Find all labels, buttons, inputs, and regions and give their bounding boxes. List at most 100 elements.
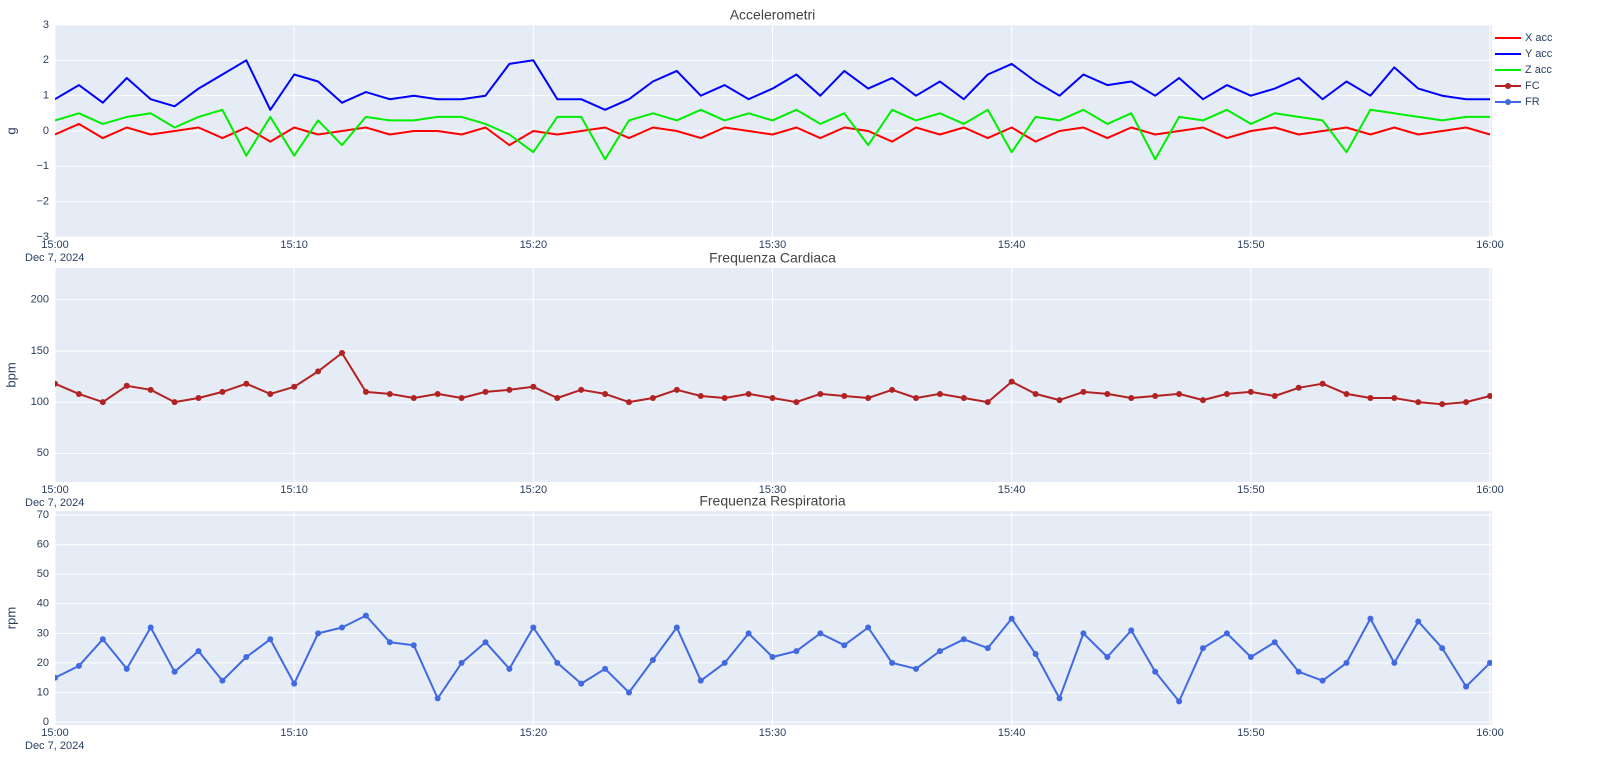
data-point xyxy=(913,395,919,402)
legend-marker xyxy=(1505,83,1511,89)
x-tick-label: 15:30 xyxy=(759,484,787,496)
x-tick-label: 16:00 xyxy=(1476,727,1504,739)
data-point xyxy=(769,654,776,661)
y-tick-label: −1 xyxy=(36,160,49,172)
data-point xyxy=(315,368,322,375)
data-point xyxy=(649,395,656,402)
data-point xyxy=(1343,659,1350,666)
data-point xyxy=(1415,399,1422,406)
data-point xyxy=(889,386,896,393)
data-point xyxy=(721,395,728,402)
legend-label: Y acc xyxy=(1525,48,1553,60)
data-point xyxy=(1200,645,1206,652)
y-tick-label: −3 xyxy=(36,231,49,243)
y-tick-label: 0 xyxy=(43,716,49,728)
data-point xyxy=(1080,388,1087,395)
legend-label: X acc xyxy=(1525,32,1553,44)
data-point xyxy=(243,380,250,387)
data-point xyxy=(602,390,609,397)
data-point xyxy=(339,349,345,356)
data-point xyxy=(147,386,154,393)
data-point xyxy=(554,659,561,666)
data-point xyxy=(195,395,202,402)
data-point xyxy=(1247,654,1254,661)
x-tick-label: 15:00 xyxy=(41,484,69,496)
data-point xyxy=(123,382,130,389)
x-tick-label: 15:40 xyxy=(998,239,1026,251)
data-point xyxy=(1463,399,1470,406)
x-tick-label: 15:40 xyxy=(998,484,1026,496)
data-point xyxy=(1008,615,1015,622)
data-point xyxy=(75,662,82,669)
data-point xyxy=(673,386,680,393)
data-point xyxy=(1463,683,1470,690)
y-tick-label: 30 xyxy=(37,627,49,639)
data-point xyxy=(936,390,943,397)
legend-marker xyxy=(1505,99,1511,105)
data-point xyxy=(1200,397,1206,404)
data-point xyxy=(362,388,369,395)
data-point xyxy=(530,624,537,631)
data-point xyxy=(913,665,919,672)
data-point xyxy=(1128,395,1135,402)
data-point xyxy=(315,630,322,637)
series-group xyxy=(55,349,1492,408)
y-tick-label: 3 xyxy=(43,19,49,31)
data-point xyxy=(984,399,991,406)
chart-title: Accelerometri xyxy=(730,7,816,23)
data-point xyxy=(697,392,704,399)
chart-title: Frequenza Cardiaca xyxy=(709,250,836,266)
x-tick-label: 15:20 xyxy=(520,484,548,496)
data-point xyxy=(1415,618,1422,625)
x-tick-label: 15:40 xyxy=(998,727,1026,739)
y-axis-label: rpm xyxy=(3,607,18,629)
data-point xyxy=(171,668,178,675)
data-point xyxy=(1439,401,1446,408)
data-point xyxy=(1271,392,1278,399)
data-point xyxy=(1056,695,1063,702)
x-tick-label: 16:00 xyxy=(1476,484,1504,496)
data-point xyxy=(673,624,680,631)
data-point xyxy=(99,636,106,643)
x-tick-label: 15:10 xyxy=(280,484,308,496)
data-point xyxy=(769,395,776,402)
data-point xyxy=(697,677,704,684)
data-point xyxy=(936,648,943,655)
data-point xyxy=(530,383,537,390)
data-point xyxy=(817,390,824,397)
data-point xyxy=(578,386,585,393)
data-point xyxy=(1487,659,1492,666)
x-tick-label: 15:50 xyxy=(1237,727,1265,739)
data-point xyxy=(1152,668,1159,675)
data-point xyxy=(339,624,345,631)
data-point xyxy=(745,390,752,397)
x-tick-label: 15:30 xyxy=(759,727,787,739)
data-point xyxy=(649,656,656,663)
legend-label: FR xyxy=(1525,96,1540,108)
x-tick-label: 15:30 xyxy=(759,239,787,251)
data-point xyxy=(1319,380,1326,387)
data-point xyxy=(626,689,632,696)
data-point xyxy=(578,680,585,687)
y-tick-label: −2 xyxy=(36,196,49,208)
series-line xyxy=(55,122,1491,147)
data-point xyxy=(1487,392,1492,399)
data-point xyxy=(841,392,848,399)
data-point xyxy=(745,630,752,637)
data-point xyxy=(1343,390,1350,397)
y-tick-label: 100 xyxy=(31,396,49,408)
x-tick-label: 15:10 xyxy=(280,239,308,251)
data-point xyxy=(1295,668,1302,675)
data-point xyxy=(721,659,728,666)
y-tick-label: 60 xyxy=(37,539,49,551)
y-tick-label: 50 xyxy=(37,447,49,459)
x-tick-label: 15:50 xyxy=(1237,239,1265,251)
series-line xyxy=(55,59,1490,111)
data-point xyxy=(458,395,465,402)
data-point xyxy=(147,624,154,631)
data-point xyxy=(602,665,609,672)
data-point xyxy=(195,648,202,655)
x-tick-label: 15:20 xyxy=(520,239,548,251)
data-point xyxy=(1319,677,1326,684)
